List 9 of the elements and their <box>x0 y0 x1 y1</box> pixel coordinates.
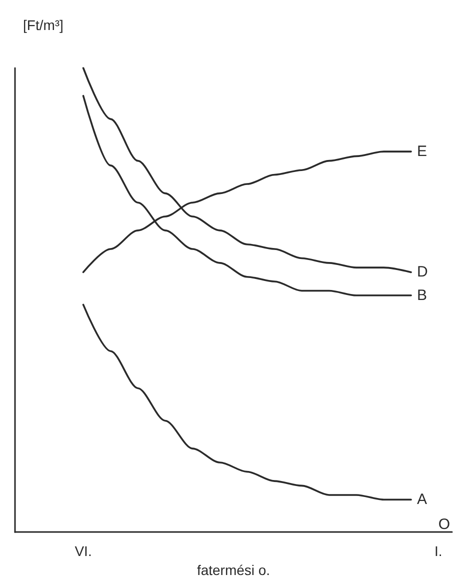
annotation: O <box>438 516 450 533</box>
series-label: E <box>417 143 428 160</box>
series-label: D <box>417 264 428 281</box>
series-label: A <box>417 491 428 508</box>
x-tick-label: VI. <box>74 543 92 560</box>
x-tick-label: I. <box>434 543 442 560</box>
y-axis-title: [Ft/m³] <box>23 17 64 33</box>
series-label: B <box>417 286 428 304</box>
x-axis-title: fatermési o. <box>196 562 270 578</box>
